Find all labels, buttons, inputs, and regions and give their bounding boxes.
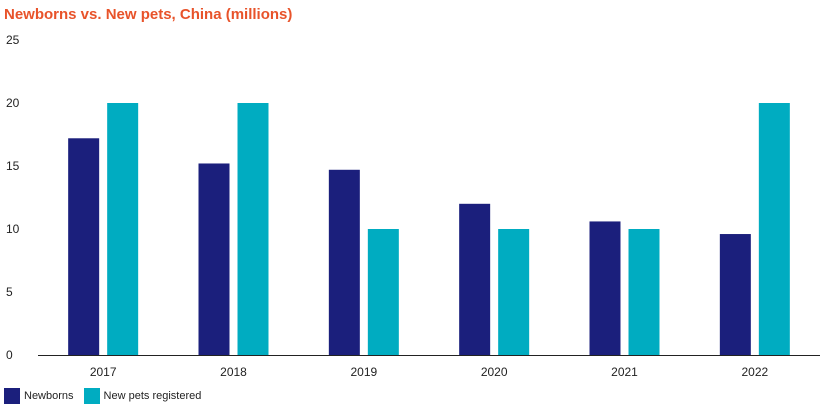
y-tick-label: 25 [6,33,20,47]
x-tick-label: 2020 [481,365,508,379]
x-tick-label: 2022 [741,365,768,379]
bar-new-pets-2020 [498,229,530,355]
legend-item-newborns: Newborns [4,388,74,404]
y-tick-label: 5 [6,285,13,299]
y-tick-label: 10 [6,222,20,236]
y-tick-label: 20 [6,96,20,110]
legend-swatch-new-pets [83,388,100,404]
legend-item-new-pets: New pets registered [83,388,202,404]
bar-newborns-2019 [328,169,360,355]
y-tick-label: 0 [6,348,13,362]
y-tick-label: 15 [6,159,20,173]
bar-newborns-2022 [719,234,751,355]
bar-new-pets-2019 [367,229,399,355]
legend-swatch-newborns [4,388,20,404]
bar-new-pets-2022 [758,103,790,355]
legend-label-new-pets: New pets registered [103,390,202,402]
legend: Newborns New pets registered [4,388,211,404]
bar-newborns-2021 [589,221,621,355]
x-tick-label: 2018 [220,365,247,379]
chart-title: Newborns vs. New pets, China (millions) [4,6,293,23]
bar-newborns-2020 [459,203,491,355]
bar-new-pets-2021 [628,229,660,355]
bar-newborns-2017 [68,138,100,355]
x-tick-label: 2019 [350,365,377,379]
bar-new-pets-2017 [107,103,139,355]
legend-label-newborns: Newborns [24,390,74,402]
bar-new-pets-2018 [237,103,269,355]
bar-newborns-2018 [198,163,230,355]
x-tick-label: 2017 [90,365,117,379]
x-tick-label: 2021 [611,365,638,379]
